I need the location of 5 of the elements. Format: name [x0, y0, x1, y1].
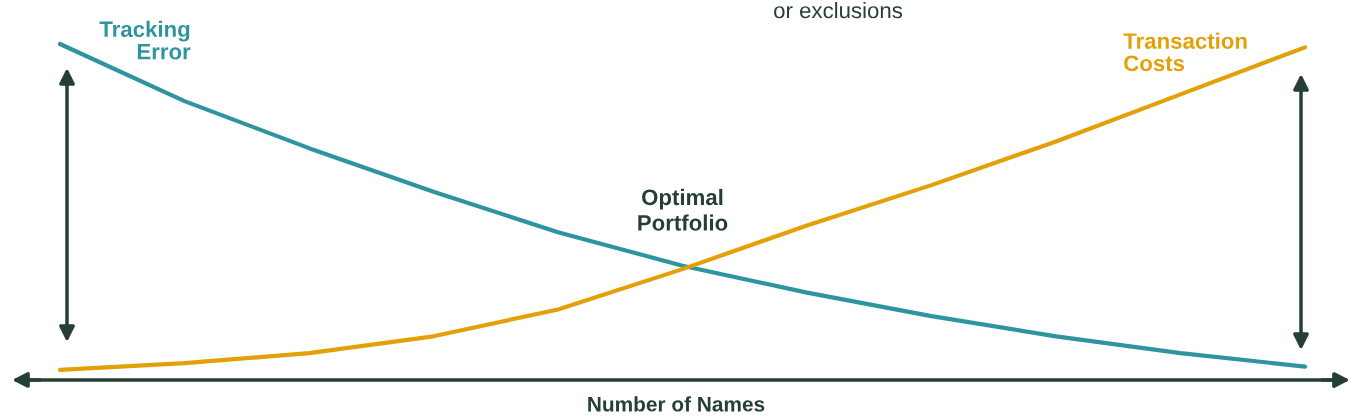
series-label: Transaction Costs	[1123, 32, 1247, 72]
series-label: Tracking Error	[99, 20, 191, 60]
annotation: Optimal Portfolio	[638, 188, 728, 231]
text: or exclusions	[774, 2, 903, 19]
x-axis-title: Number of Names	[588, 396, 765, 412]
